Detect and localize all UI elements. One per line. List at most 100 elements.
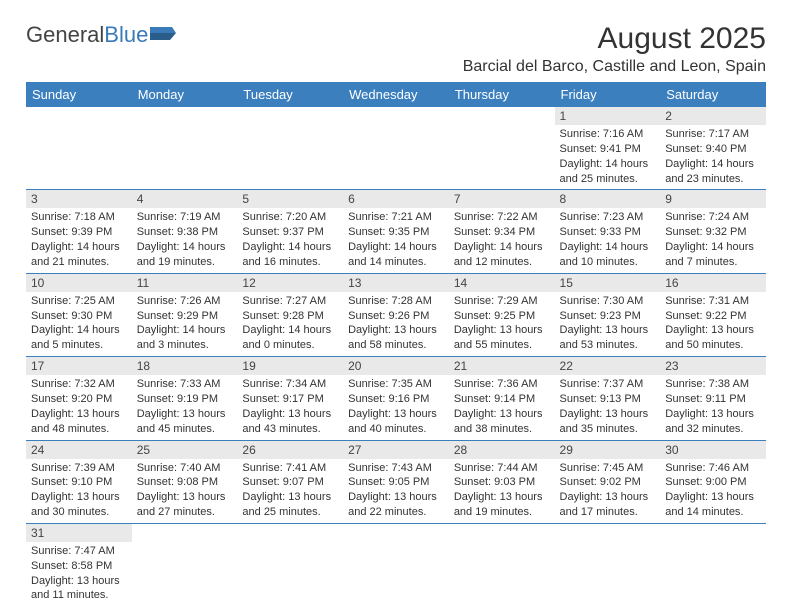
calendar-row: 3Sunrise: 7:18 AMSunset: 9:39 PMDaylight…: [26, 190, 766, 273]
sunset-text: Sunset: 9:11 PM: [665, 392, 761, 407]
calendar-cell: [343, 523, 449, 606]
daylight-text-2: and 10 minutes.: [560, 255, 656, 270]
daylight-text-2: and 58 minutes.: [348, 338, 444, 353]
day-details: Sunrise: 7:20 AMSunset: 9:37 PMDaylight:…: [237, 208, 343, 272]
daylight-text-1: Daylight: 14 hours: [665, 157, 761, 172]
daylight-text-1: Daylight: 13 hours: [454, 490, 550, 505]
daylight-text-2: and 38 minutes.: [454, 422, 550, 437]
sunrise-text: Sunrise: 7:16 AM: [560, 127, 656, 142]
sunrise-text: Sunrise: 7:26 AM: [137, 294, 233, 309]
sunrise-text: Sunrise: 7:36 AM: [454, 377, 550, 392]
day-number: 3: [26, 190, 132, 208]
sunrise-text: Sunrise: 7:27 AM: [242, 294, 338, 309]
sunset-text: Sunset: 9:26 PM: [348, 309, 444, 324]
weekday-header: Wednesday: [343, 82, 449, 107]
weekday-header: Thursday: [449, 82, 555, 107]
daylight-text-2: and 19 minutes.: [137, 255, 233, 270]
calendar-cell: 24 Sunrise: 7:39 AMSunset: 9:10 PMDayligh…: [26, 440, 132, 523]
daylight-text-1: Daylight: 14 hours: [242, 240, 338, 255]
daylight-text-2: and 50 minutes.: [665, 338, 761, 353]
sunrise-text: Sunrise: 7:44 AM: [454, 461, 550, 476]
calendar-cell: 6Sunrise: 7:21 AMSunset: 9:35 PMDaylight…: [343, 190, 449, 273]
day-number: 20: [343, 357, 449, 375]
sunset-text: Sunset: 9:40 PM: [665, 142, 761, 157]
sunrise-text: Sunrise: 7:33 AM: [137, 377, 233, 392]
daylight-text-1: Daylight: 14 hours: [560, 240, 656, 255]
day-number: 24: [26, 441, 132, 459]
daylight-text-1: Daylight: 13 hours: [31, 407, 127, 422]
calendar-cell: 20Sunrise: 7:35 AMSunset: 9:16 PMDayligh…: [343, 357, 449, 440]
day-number: 29: [555, 441, 661, 459]
weekday-header: Tuesday: [237, 82, 343, 107]
daylight-text-2: and 32 minutes.: [665, 422, 761, 437]
daylight-text-1: Daylight: 13 hours: [348, 407, 444, 422]
day-number: 23: [660, 357, 766, 375]
daylight-text-1: Daylight: 14 hours: [242, 323, 338, 338]
day-number: 31: [26, 524, 132, 542]
daylight-text-2: and 23 minutes.: [665, 172, 761, 187]
daylight-text-2: and 25 minutes.: [560, 172, 656, 187]
day-details: Sunrise: 7:35 AMSunset: 9:16 PMDaylight:…: [343, 375, 449, 439]
daylight-text-2: and 0 minutes.: [242, 338, 338, 353]
sunset-text: Sunset: 9:25 PM: [454, 309, 550, 324]
sunset-text: Sunset: 9:16 PM: [348, 392, 444, 407]
daylight-text-2: and 35 minutes.: [560, 422, 656, 437]
day-number: 17: [26, 357, 132, 375]
sunrise-text: Sunrise: 7:22 AM: [454, 210, 550, 225]
sunrise-text: Sunrise: 7:37 AM: [560, 377, 656, 392]
calendar-cell: 7Sunrise: 7:22 AMSunset: 9:34 PMDaylight…: [449, 190, 555, 273]
weekday-header-row: Sunday Monday Tuesday Wednesday Thursday…: [26, 82, 766, 107]
daylight-text-2: and 30 minutes.: [31, 505, 127, 520]
daylight-text-2: and 45 minutes.: [137, 422, 233, 437]
daylight-text-2: and 25 minutes.: [242, 505, 338, 520]
daylight-text-1: Daylight: 13 hours: [665, 323, 761, 338]
day-number: 26: [237, 441, 343, 459]
daylight-text-2: and 40 minutes.: [348, 422, 444, 437]
calendar-row: 17Sunrise: 7:32 AMSunset: 9:20 PMDayligh…: [26, 357, 766, 440]
day-details: Sunrise: 7:25 AMSunset: 9:30 PMDaylight:…: [26, 292, 132, 356]
daylight-text-1: Daylight: 14 hours: [31, 240, 127, 255]
calendar-cell: 19Sunrise: 7:34 AMSunset: 9:17 PMDayligh…: [237, 357, 343, 440]
calendar-cell: 15Sunrise: 7:30 AMSunset: 9:23 PMDayligh…: [555, 273, 661, 356]
day-details: Sunrise: 7:23 AMSunset: 9:33 PMDaylight:…: [555, 208, 661, 272]
daylight-text-2: and 22 minutes.: [348, 505, 444, 520]
calendar-cell: 23Sunrise: 7:38 AMSunset: 9:11 PMDayligh…: [660, 357, 766, 440]
daylight-text-2: and 16 minutes.: [242, 255, 338, 270]
daylight-text-2: and 17 minutes.: [560, 505, 656, 520]
calendar-cell: 21Sunrise: 7:36 AMSunset: 9:14 PMDayligh…: [449, 357, 555, 440]
day-number: 19: [237, 357, 343, 375]
calendar-cell: 18Sunrise: 7:33 AMSunset: 9:19 PMDayligh…: [132, 357, 238, 440]
sunset-text: Sunset: 9:10 PM: [31, 475, 127, 490]
sunrise-text: Sunrise: 7:41 AM: [242, 461, 338, 476]
daylight-text-1: Daylight: 13 hours: [31, 490, 127, 505]
day-number: 6: [343, 190, 449, 208]
day-number: 2: [660, 107, 766, 125]
daylight-text-1: Daylight: 14 hours: [665, 240, 761, 255]
calendar-cell: 13Sunrise: 7:28 AMSunset: 9:26 PMDayligh…: [343, 273, 449, 356]
sunrise-text: Sunrise: 7:23 AM: [560, 210, 656, 225]
calendar-cell: 27Sunrise: 7:43 AMSunset: 9:05 PMDayligh…: [343, 440, 449, 523]
daylight-text-2: and 55 minutes.: [454, 338, 550, 353]
sunrise-text: Sunrise: 7:39 AM: [31, 461, 127, 476]
sunrise-text: Sunrise: 7:20 AM: [242, 210, 338, 225]
daylight-text-2: and 3 minutes.: [137, 338, 233, 353]
calendar-cell: 3Sunrise: 7:18 AMSunset: 9:39 PMDaylight…: [26, 190, 132, 273]
daylight-text-1: Daylight: 14 hours: [560, 157, 656, 172]
calendar-cell: 9Sunrise: 7:24 AMSunset: 9:32 PMDaylight…: [660, 190, 766, 273]
day-details: Sunrise: 7:44 AMSunset: 9:03 PMDaylight:…: [449, 459, 555, 523]
day-details: Sunrise: 7:31 AMSunset: 9:22 PMDaylight:…: [660, 292, 766, 356]
daylight-text-1: Daylight: 13 hours: [560, 407, 656, 422]
sunrise-text: Sunrise: 7:24 AM: [665, 210, 761, 225]
day-details: Sunrise: 7:22 AMSunset: 9:34 PMDaylight:…: [449, 208, 555, 272]
daylight-text-1: Daylight: 13 hours: [137, 407, 233, 422]
calendar-cell: 31Sunrise: 7:47 AMSunset: 8:58 PMDayligh…: [26, 523, 132, 606]
day-number: 18: [132, 357, 238, 375]
sunset-text: Sunset: 9:23 PM: [560, 309, 656, 324]
calendar-cell: [237, 107, 343, 190]
day-number: 12: [237, 274, 343, 292]
calendar-cell: 11Sunrise: 7:26 AMSunset: 9:29 PMDayligh…: [132, 273, 238, 356]
sunrise-text: Sunrise: 7:38 AM: [665, 377, 761, 392]
calendar-cell: 29Sunrise: 7:45 AMSunset: 9:02 PMDayligh…: [555, 440, 661, 523]
day-details: Sunrise: 7:37 AMSunset: 9:13 PMDaylight:…: [555, 375, 661, 439]
calendar-table: Sunday Monday Tuesday Wednesday Thursday…: [26, 82, 766, 606]
